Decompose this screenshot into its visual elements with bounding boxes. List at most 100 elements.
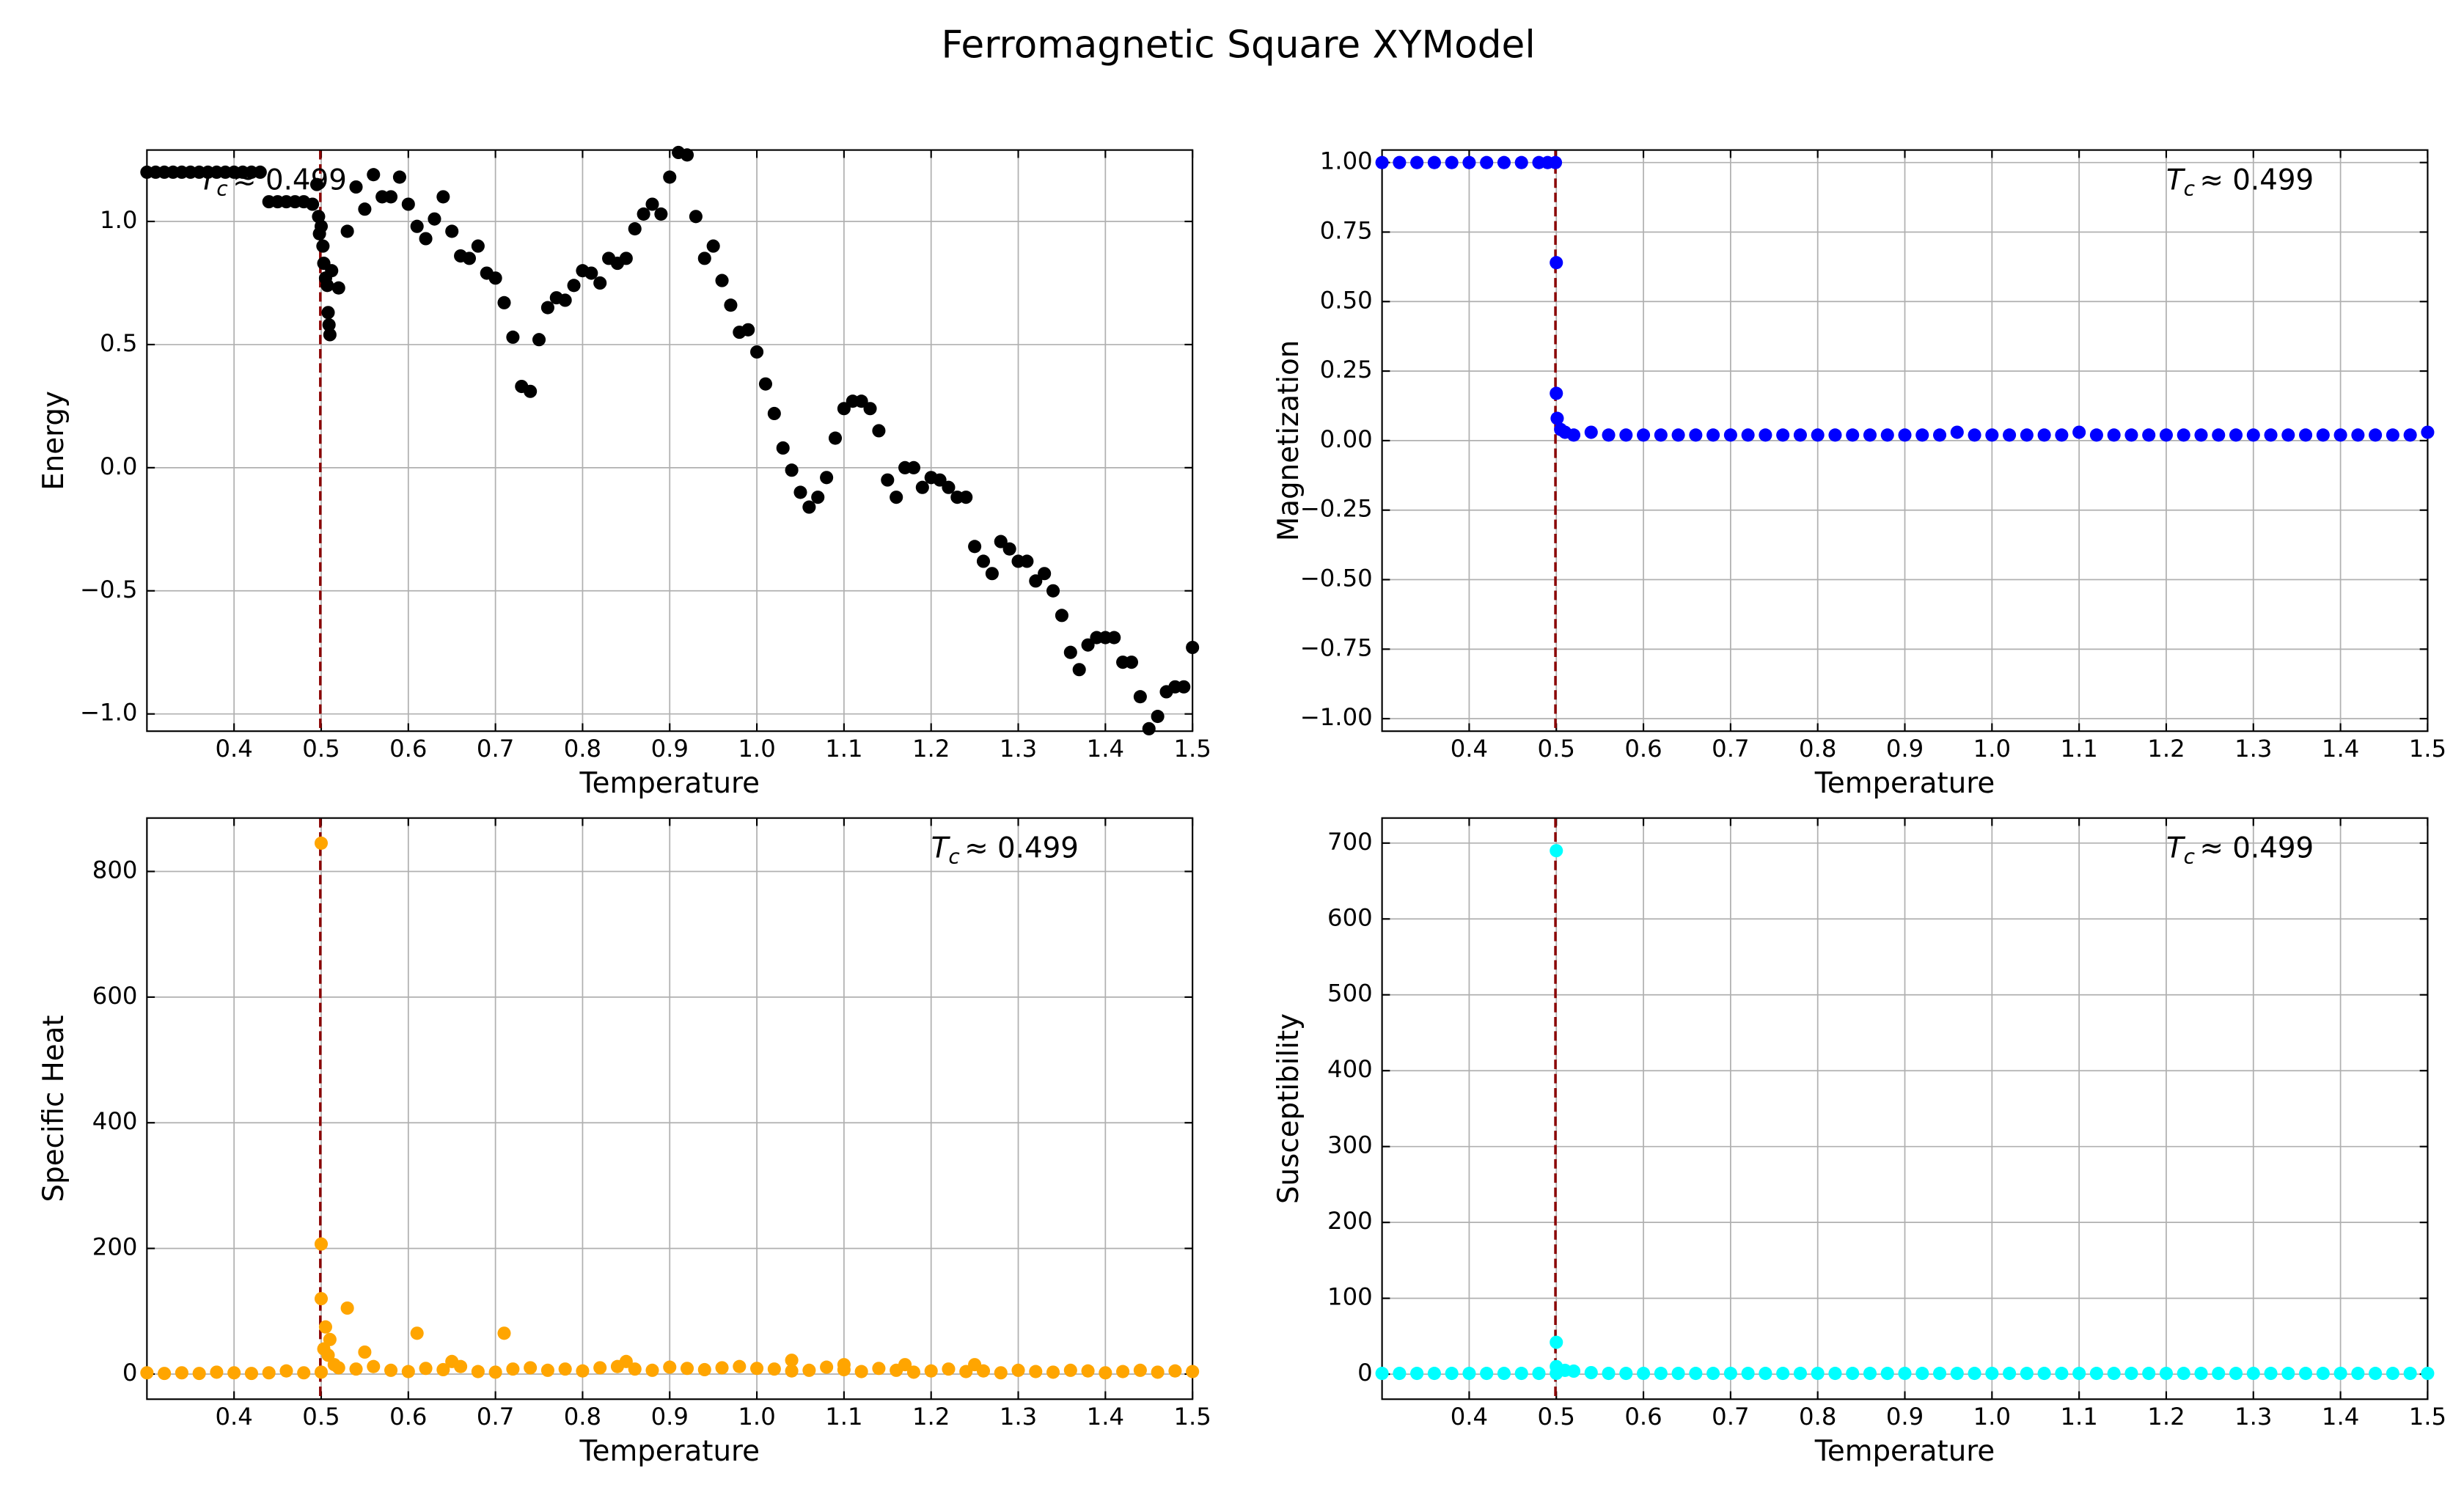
axes-frame <box>1381 149 2429 733</box>
data-point <box>1776 1367 1790 1381</box>
data-point <box>1063 1363 1077 1377</box>
x-tick-label: 0.4 <box>1451 1403 1488 1431</box>
data-point <box>680 1362 694 1376</box>
data-point <box>645 197 659 211</box>
data-point <box>1671 1367 1685 1381</box>
data-point <box>1584 1365 1598 1380</box>
data-point <box>2072 1367 2086 1381</box>
y-axis-label: Magnetization <box>1272 340 1305 541</box>
data-point <box>445 1354 459 1368</box>
x-tick-label: 1.0 <box>1973 1403 2011 1431</box>
data-point <box>890 491 903 504</box>
data-point <box>2177 1367 2190 1381</box>
data-point <box>314 219 329 233</box>
data-point <box>1637 428 1651 442</box>
data-point <box>1375 155 1389 169</box>
data-point <box>367 168 381 182</box>
data-point <box>1863 1367 1877 1381</box>
data-point <box>2299 428 2313 442</box>
data-point <box>2020 428 2034 442</box>
data-point <box>628 222 642 236</box>
data-point <box>1514 155 1528 169</box>
data-point <box>715 273 729 287</box>
data-point <box>331 281 345 295</box>
x-tick-label: 0.9 <box>651 735 689 763</box>
data-point <box>1177 680 1191 694</box>
data-point <box>1186 1365 1200 1378</box>
data-point <box>715 1361 729 1375</box>
data-point <box>2089 428 2103 442</box>
data-point <box>2072 425 2086 439</box>
data-point <box>820 1360 834 1374</box>
y-tick-label: 0.75 <box>1320 216 1373 244</box>
figure-title: Ferromagnetic Square XYModel <box>942 23 1536 67</box>
x-tick-label: 0.4 <box>215 735 252 763</box>
y-tick-label: 200 <box>1327 1207 1373 1235</box>
data-point <box>837 1358 851 1372</box>
data-point <box>1689 1367 1703 1381</box>
y-tick-label: 0 <box>1357 1359 1373 1387</box>
data-point <box>2089 1367 2103 1381</box>
x-tick-label: 1.2 <box>912 1403 950 1431</box>
data-point <box>1550 386 1563 400</box>
annotation-text: ≈ 0.499 <box>2199 831 2314 864</box>
x-tick-label: 1.4 <box>1087 735 1124 763</box>
data-point <box>872 1362 886 1376</box>
data-point <box>1550 844 1563 858</box>
data-point <box>1124 656 1139 669</box>
data-point <box>471 239 485 253</box>
x-tick-label: 1.3 <box>2234 1403 2272 1431</box>
data-point <box>1558 1363 1572 1377</box>
data-point <box>2107 1367 2121 1381</box>
data-point <box>1549 155 1563 169</box>
data-point <box>1985 428 1999 442</box>
data-point <box>750 345 764 359</box>
data-point <box>854 394 868 408</box>
data-point <box>1846 428 1860 442</box>
data-point <box>2212 1367 2226 1381</box>
data-point <box>314 1365 329 1379</box>
x-tick-label: 1.3 <box>1000 1403 1037 1431</box>
data-point <box>227 1366 241 1380</box>
data-point <box>1427 1367 1441 1381</box>
x-tick-label: 1.3 <box>2234 735 2272 763</box>
data-point <box>436 190 450 204</box>
annotation-subscript: c <box>2184 176 2195 200</box>
data-point <box>1828 1367 1842 1381</box>
y-tick-label: 400 <box>1327 1055 1373 1083</box>
data-point <box>697 1362 711 1377</box>
data-point <box>488 1365 502 1379</box>
data-point <box>340 1301 354 1315</box>
axes-frame <box>1381 817 2429 1400</box>
data-point <box>1151 1365 1165 1379</box>
data-point <box>628 1362 642 1376</box>
data-point <box>175 1366 188 1380</box>
data-point <box>540 1363 554 1377</box>
x-tick-label: 1.4 <box>1087 1403 1124 1431</box>
y-tick-label: 0.5 <box>100 329 137 357</box>
data-point <box>724 298 738 312</box>
data-point <box>776 441 790 455</box>
data-point <box>1689 428 1703 442</box>
annotation-text: ≈ 0.499 <box>964 831 1079 864</box>
annotation-symbol: T <box>2166 164 2186 197</box>
data-point <box>2403 1367 2417 1381</box>
subplot: 0.4 0.5 0.6 0.7 0.8 0.9 1.0 1.1 1.2 1.3 1.4 1.5 −1.0… <box>37 149 1211 800</box>
x-tick-label: 0.5 <box>302 1403 340 1431</box>
x-tick-label: 1.1 <box>825 1403 862 1431</box>
data-point <box>1020 554 1034 568</box>
y-tick-label: 300 <box>1327 1131 1373 1159</box>
data-point <box>2264 1367 2278 1381</box>
data-point <box>2055 428 2069 442</box>
data-point <box>1550 411 1564 425</box>
data-point <box>820 471 834 485</box>
y-axis-label: Energy <box>37 391 70 491</box>
annotation-subscript: c <box>948 845 959 869</box>
x-tick-label: 0.8 <box>1799 1403 1836 1431</box>
data-point <box>384 1363 398 1377</box>
data-point <box>1497 1367 1511 1381</box>
x-tick-label: 0.7 <box>477 735 514 763</box>
data-point <box>1776 428 1790 442</box>
data-point <box>321 1348 335 1362</box>
